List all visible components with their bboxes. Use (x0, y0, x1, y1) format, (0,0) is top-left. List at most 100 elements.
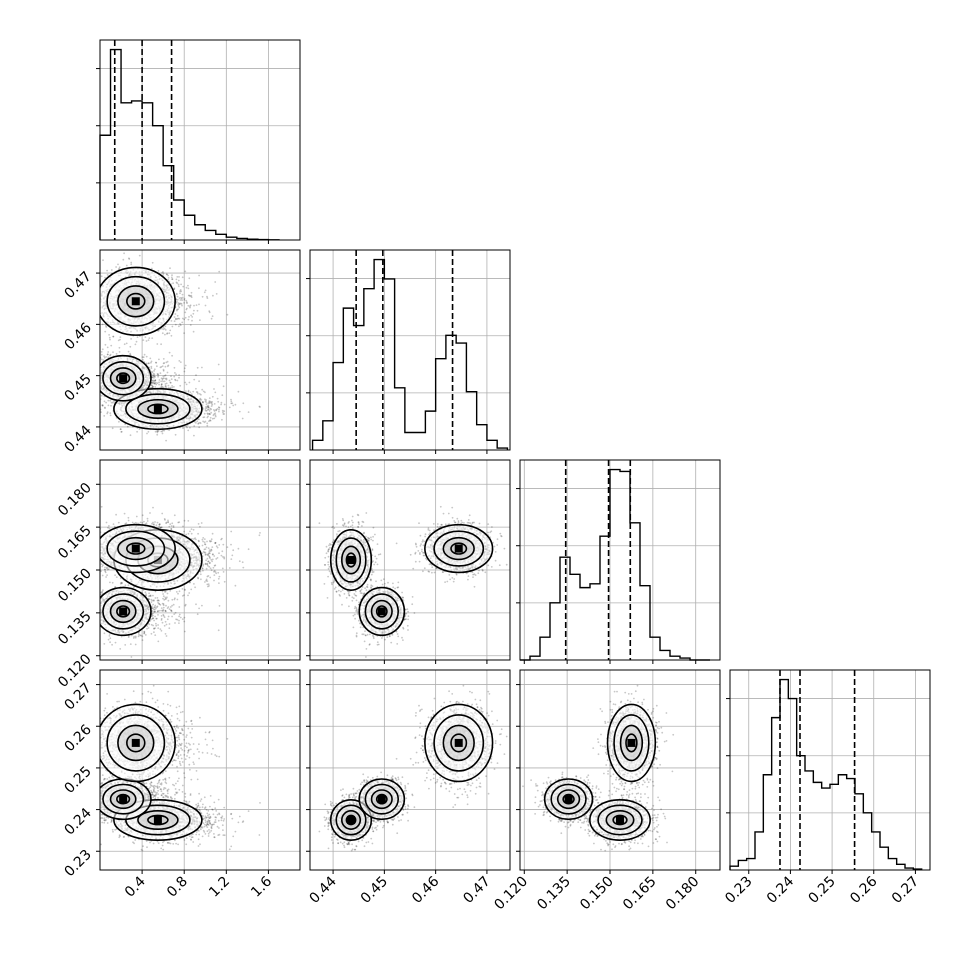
sample-point (138, 254, 141, 257)
sample-point (174, 313, 177, 315)
sample-point (183, 370, 186, 373)
sample-point (207, 406, 210, 409)
sample-point (162, 375, 165, 378)
sample-point (178, 306, 181, 309)
sample-point (163, 429, 166, 432)
sample-point (126, 425, 129, 428)
sample-point (230, 402, 233, 405)
sample-point (201, 366, 203, 369)
sample-point (212, 414, 215, 417)
sample-point (223, 403, 226, 406)
sample-point (211, 403, 214, 406)
sample-point (110, 269, 113, 271)
sample-point (161, 332, 164, 335)
sample-point (208, 400, 211, 403)
sample-point (152, 386, 154, 388)
sample-point (196, 420, 199, 423)
sample-point (130, 261, 133, 264)
sample-point (156, 430, 159, 432)
sample-point (176, 276, 179, 278)
sample-point (179, 323, 181, 325)
sample-point (204, 304, 207, 307)
sample-point (173, 288, 176, 290)
sample-point (179, 384, 182, 387)
sample-point (191, 316, 194, 318)
sample-point (171, 278, 174, 281)
sample-point (167, 274, 170, 277)
sample-point (177, 303, 180, 306)
sample-point (153, 373, 156, 376)
sample-point (197, 423, 200, 425)
sample-point (195, 387, 197, 390)
sample-point (173, 366, 176, 369)
sample-point (161, 365, 164, 367)
sample-point (125, 264, 128, 267)
sample-point (178, 360, 181, 362)
sample-point (153, 382, 156, 385)
sample-point (179, 289, 182, 291)
sample-point (165, 361, 168, 364)
sample-point (151, 382, 153, 384)
sample-point (123, 252, 125, 255)
sample-point (107, 399, 110, 402)
sample-point (172, 282, 175, 285)
sample-point (153, 368, 156, 371)
sample-point (199, 421, 201, 424)
sample-point (228, 406, 231, 409)
sample-point (102, 359, 105, 362)
sample-point (185, 390, 187, 392)
sample-point (112, 401, 114, 404)
sample-point (206, 297, 209, 299)
sample-point (210, 411, 213, 414)
sample-point (198, 303, 200, 306)
sample-point (108, 336, 111, 339)
sample-point (176, 282, 179, 285)
sample-point (129, 354, 132, 356)
sample-point (152, 379, 154, 382)
sample-point (185, 299, 188, 302)
sample-point (209, 402, 211, 404)
sample-point (173, 320, 176, 323)
sample-point (198, 393, 201, 395)
sample-point (197, 422, 200, 424)
sample-point (136, 430, 139, 433)
sample-point (214, 415, 217, 418)
sample-point (192, 330, 195, 333)
sample-point (175, 317, 177, 320)
sample-point (162, 380, 164, 383)
sample-point (237, 390, 240, 393)
sample-point (188, 294, 191, 297)
sample-point (165, 385, 167, 387)
sample-point (164, 333, 166, 336)
sample-point (127, 350, 130, 353)
sample-point (214, 281, 217, 283)
sample-point (100, 358, 103, 361)
sample-point (213, 410, 216, 412)
sample-point (162, 326, 165, 329)
sample-point (125, 342, 128, 345)
sample-point (211, 315, 214, 318)
sample-point (203, 421, 206, 424)
sample-point (119, 336, 122, 338)
sample-point (156, 430, 159, 433)
sample-point (106, 353, 109, 356)
sample-point (182, 285, 185, 288)
sample-point (209, 416, 212, 419)
sample-point (148, 337, 151, 339)
sample-point (208, 310, 211, 312)
sample-point (213, 388, 215, 390)
sample-point (180, 290, 183, 293)
sample-point (160, 385, 163, 388)
sample-point (150, 384, 153, 386)
sample-point (109, 412, 112, 414)
sample-point (141, 356, 144, 358)
sample-point (200, 399, 203, 401)
sample-point (180, 296, 182, 299)
sample-point (176, 295, 179, 298)
sample-point (104, 406, 106, 409)
sample-point (181, 317, 184, 320)
sample-point (151, 371, 154, 373)
sample-point (173, 386, 175, 388)
sample-point (100, 275, 103, 278)
